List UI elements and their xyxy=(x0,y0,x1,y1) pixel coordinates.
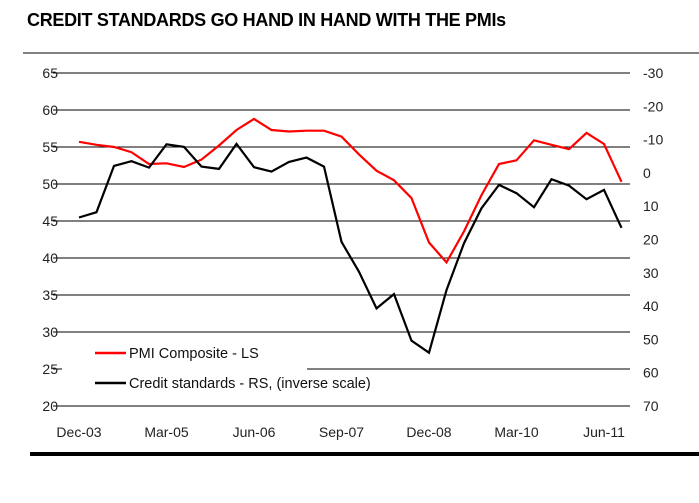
chart-title: CREDIT STANDARDS GO HAND IN HAND WITH TH… xyxy=(27,10,506,30)
left-tick-label: 45 xyxy=(42,213,58,229)
right-tick-label: 40 xyxy=(643,298,659,314)
legend-label-credit: Credit standards - RS, (inverse scale) xyxy=(129,376,371,392)
x-tick-label: Mar-10 xyxy=(494,424,539,440)
right-tick-label: 60 xyxy=(643,365,659,381)
left-tick-label: 40 xyxy=(42,250,58,266)
left-tick-label: 65 xyxy=(42,65,58,81)
right-tick-label: -10 xyxy=(643,132,663,148)
legend-label-pmi: PMI Composite - LS xyxy=(129,346,259,362)
left-tick-label: 35 xyxy=(42,287,58,303)
left-tick-label: 25 xyxy=(42,361,58,377)
series-line-credit-standards xyxy=(78,142,623,355)
right-tick-label: 20 xyxy=(643,232,659,248)
right-tick-label: 70 xyxy=(643,398,659,414)
x-tick-label: Mar-05 xyxy=(144,424,189,440)
right-tick-label: 0 xyxy=(643,165,651,181)
right-tick-label: 30 xyxy=(643,265,659,281)
right-tick-label: -30 xyxy=(643,65,663,81)
x-tick-label: Dec-03 xyxy=(56,424,101,440)
left-tick-label: 50 xyxy=(42,176,58,192)
x-tick-label: Dec-08 xyxy=(406,424,451,440)
right-tick-label: -20 xyxy=(643,98,663,114)
x-tick-label: Sep-07 xyxy=(319,424,364,440)
series-line-pmi xyxy=(78,117,623,265)
x-tick-label: Jun-06 xyxy=(233,424,276,440)
left-tick-label: 55 xyxy=(42,139,58,155)
right-tick-label: 50 xyxy=(643,331,659,347)
right-tick-label: 10 xyxy=(643,198,659,214)
left-tick-label: 60 xyxy=(42,102,58,118)
left-tick-label: 20 xyxy=(42,398,58,414)
left-tick-label: 30 xyxy=(42,324,58,340)
x-tick-label: Jun-11 xyxy=(583,424,625,440)
legend-background xyxy=(62,340,307,400)
